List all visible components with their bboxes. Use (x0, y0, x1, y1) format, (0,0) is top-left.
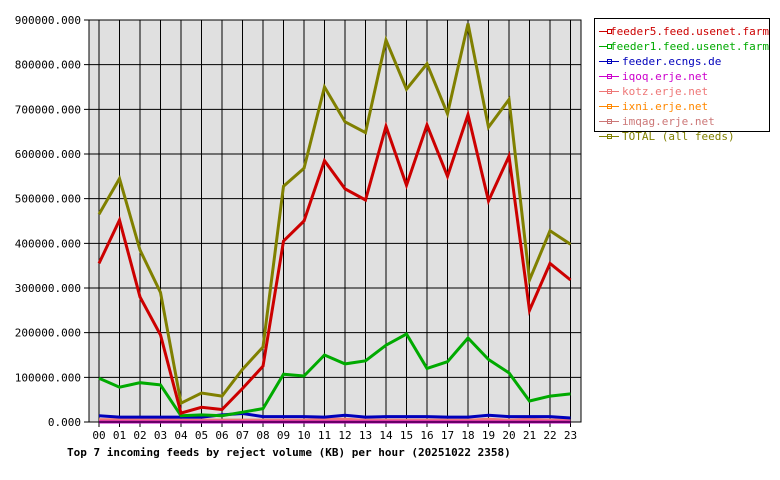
x-tick-label: 13 (359, 429, 372, 442)
x-tick-label: 21 (523, 429, 536, 442)
y-axis-ticks: 0.000 100000.000 200000.000 300000.000 40000… (15, 14, 81, 429)
legend-item: feeder5.feed.usenet.farm (595, 24, 769, 39)
x-tick-label: 05 (195, 429, 208, 442)
y-tick-label: 300000.000 (15, 282, 81, 295)
y-tick-label: 100000.000 (15, 371, 81, 384)
legend-label: feeder.ecngs.de (622, 55, 722, 68)
series-line (99, 417, 571, 422)
x-tick-label: 17 (441, 429, 454, 442)
plot-border (88, 19, 582, 423)
x-tick-label: 01 (113, 429, 126, 442)
legend-label: feeder1.feed.usenet.farm (610, 40, 769, 53)
line-marker-icon (599, 132, 619, 141)
legend-label: ixni.erje.net (622, 100, 709, 113)
x-tick-label: 08 (256, 429, 269, 442)
line-marker-icon (599, 87, 619, 96)
x-tick-label: 22 (543, 429, 556, 442)
line-marker-icon (599, 117, 619, 126)
legend-label: kotz.erje.net (622, 85, 709, 98)
x-tick-label: 00 (92, 429, 105, 442)
y-tick-label: 700000.000 (15, 103, 81, 116)
legend-label: TOTAL (all feeds) (622, 130, 735, 143)
x-tick-label: 14 (379, 429, 393, 442)
x-tick-label: 20 (502, 429, 515, 442)
y-tick-label: 800000.000 (15, 59, 81, 72)
plot-area (89, 20, 581, 422)
legend-item: ixni.erje.net (595, 99, 769, 114)
line-marker-icon (599, 72, 619, 81)
x-tick-label: 15 (400, 429, 413, 442)
x-tick-label: 03 (154, 429, 167, 442)
x-tick-label: 02 (133, 429, 146, 442)
y-tick-label: 400000.000 (15, 237, 81, 250)
x-axis-ticks: 00 01 02 03 04 05 06 07 08 09 10 11 12 13 14 15 16 17 18 19… (92, 422, 577, 442)
x-tick-label: 19 (482, 429, 495, 442)
x-tick-label: 11 (318, 429, 331, 442)
legend-label: feeder5.feed.usenet.farm (610, 25, 769, 38)
series-line (98, 411, 571, 420)
line-marker-icon (599, 42, 613, 51)
legend-item: iqoq.erje.net (595, 69, 769, 84)
chart-title: Top 7 incoming feeds by reject volume (K… (67, 446, 511, 459)
legend-item: feeder1.feed.usenet.farm (595, 39, 769, 54)
legend-item: imqag.erje.net (595, 114, 769, 129)
line-marker-icon (599, 57, 619, 66)
legend-item: TOTAL (all feeds) (595, 129, 769, 144)
x-tick-label: 23 (564, 429, 577, 442)
legend-label: imqag.erje.net (622, 115, 715, 128)
line-marker-icon (599, 27, 613, 36)
legend-label: iqoq.erje.net (622, 70, 709, 83)
series-line (97, 109, 572, 415)
y-tick-label: 200000.000 (15, 327, 81, 340)
x-tick-label: 16 (420, 429, 433, 442)
line-marker-icon (599, 102, 619, 111)
y-tick-label: 0.000 (48, 416, 81, 429)
x-tick-label: 12 (338, 429, 351, 442)
legend-item: feeder.ecngs.de (595, 54, 769, 69)
legend: feeder5.feed.usenet.farm feeder1.feed.us… (594, 18, 770, 143)
x-tick-label: 06 (215, 429, 228, 442)
x-tick-label: 10 (297, 429, 310, 442)
series-line (97, 23, 572, 406)
legend-item: kotz.erje.net (595, 84, 769, 99)
x-tick-label: 18 (461, 429, 474, 442)
series-line (98, 331, 571, 418)
x-tick-label: 09 (277, 429, 290, 442)
y-tick-label: 500000.000 (15, 193, 81, 206)
y-tick-label: 600000.000 (15, 148, 81, 161)
x-tick-label: 07 (236, 429, 249, 442)
y-tick-label: 900000.000 (15, 14, 81, 27)
x-tick-label: 04 (174, 429, 188, 442)
